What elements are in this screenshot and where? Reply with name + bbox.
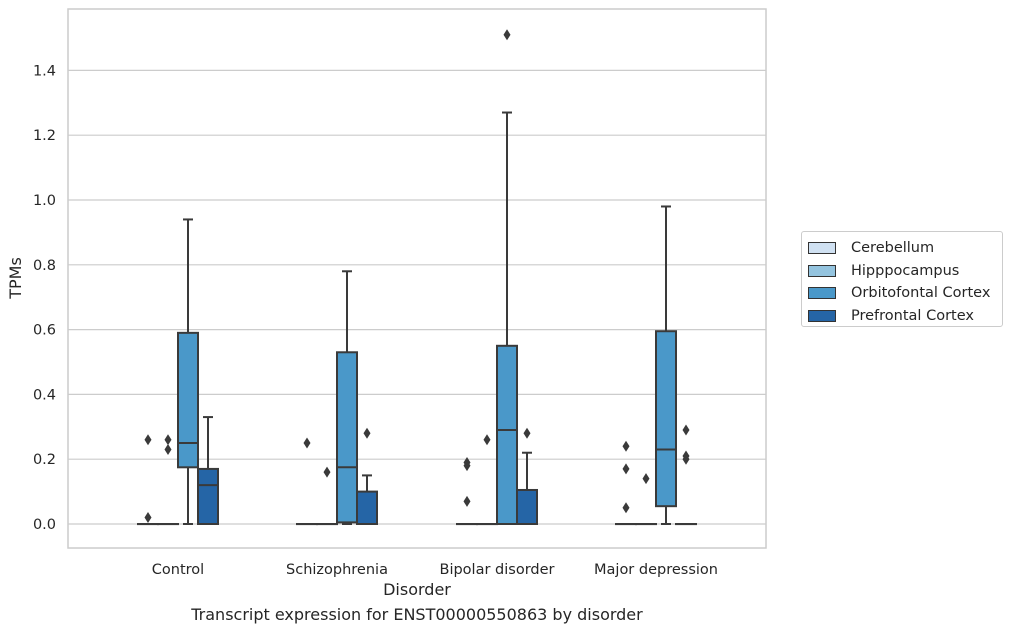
plot-frame	[67, 8, 767, 549]
outlier-point	[642, 473, 650, 485]
outlier-point	[323, 466, 331, 478]
box-orbitofontal-cortex	[177, 218, 199, 525]
legend-label: Hipppocampus	[851, 262, 960, 279]
legend-swatch	[808, 309, 836, 322]
legend-item-orbitofrontal-cortex: Orbitofontal Cortex	[802, 282, 1002, 305]
x-axis-ticks: Control Schizophrenia Bipolar disorder Majo…	[152, 562, 718, 578]
x-tick-label: Schizophrenia	[286, 562, 388, 578]
box-iqr	[197, 467, 219, 526]
legend-item-hippocampus: Hipppocampus	[802, 260, 1002, 283]
legend-label: Cerebellum	[851, 240, 935, 257]
box-iqr	[336, 351, 358, 524]
box-cerebellum	[456, 456, 478, 526]
y-tick-label: 1.2	[33, 128, 56, 144]
outlier-point	[503, 29, 511, 41]
legend-label: Orbitofontal Cortex	[851, 285, 991, 302]
outlier-point	[463, 456, 471, 468]
legend: Cerebellum Hipppocampus Orbitofontal Cor…	[801, 231, 1003, 327]
outlier-point	[463, 495, 471, 507]
box-hipppocampus	[316, 466, 338, 526]
box-prefrontal-cortex	[516, 427, 538, 526]
box-orbitofontal-cortex	[655, 205, 677, 525]
legend-swatch	[808, 242, 836, 255]
box-iqr	[516, 488, 538, 526]
outlier-point	[164, 443, 172, 455]
box-orbitofontal-cortex	[336, 270, 358, 525]
legend-swatch	[808, 287, 836, 300]
box-hipppocampus	[476, 434, 498, 526]
box-iqr	[496, 344, 518, 525]
y-axis-label: TPMs	[6, 257, 25, 300]
chart-caption: Transcript expression for ENST0000055086…	[191, 605, 643, 624]
x-tick-label: Control	[152, 562, 204, 578]
outlier-point	[622, 463, 630, 475]
box-cerebellum	[615, 440, 637, 526]
outlier-point	[483, 434, 491, 446]
box-series	[137, 29, 697, 526]
y-tick-label: 0.0	[33, 517, 56, 533]
outlier-point	[622, 440, 630, 452]
outlier-point	[164, 434, 172, 446]
outlier-point	[682, 424, 690, 436]
x-tick-label: Bipolar disorder	[440, 562, 555, 578]
box-iqr	[655, 330, 677, 508]
y-axis-ticks: 0.0 0.2 0.4 0.6 0.8 1.0 1.2 1.4	[33, 63, 56, 533]
outlier-point	[682, 450, 690, 462]
outlier-point	[144, 512, 152, 524]
box-iqr	[356, 490, 378, 526]
box-hipppocampus	[635, 473, 657, 526]
outlier-point	[303, 437, 311, 449]
box-iqr	[177, 331, 199, 469]
legend-label: Prefrontal Cortex	[851, 307, 974, 324]
box-hipppocampus	[157, 434, 179, 526]
legend-item-prefrontal-cortex: Prefrontal Cortex	[802, 305, 1002, 328]
outlier-point	[523, 427, 531, 439]
box-orbitofontal-cortex	[496, 29, 518, 525]
x-axis-label: Disorder	[383, 580, 451, 599]
y-tick-label: 0.8	[33, 258, 56, 274]
y-tick-label: 1.0	[33, 193, 56, 209]
outlier-point	[144, 434, 152, 446]
outlier-point	[363, 427, 371, 439]
box-cerebellum	[137, 434, 159, 526]
box-prefrontal-cortex	[675, 424, 697, 526]
y-tick-label: 0.4	[33, 387, 56, 403]
outlier-point	[622, 502, 630, 514]
y-tick-label: 1.4	[33, 63, 56, 79]
box-prefrontal-cortex	[356, 427, 378, 526]
box-prefrontal-cortex	[197, 416, 219, 526]
legend-swatch	[808, 264, 836, 277]
y-tick-label: 0.2	[33, 452, 56, 468]
box-cerebellum	[296, 437, 318, 526]
y-tick-label: 0.6	[33, 323, 56, 339]
legend-item-cerebellum: Cerebellum	[802, 237, 1002, 260]
x-tick-label: Major depression	[594, 562, 718, 578]
